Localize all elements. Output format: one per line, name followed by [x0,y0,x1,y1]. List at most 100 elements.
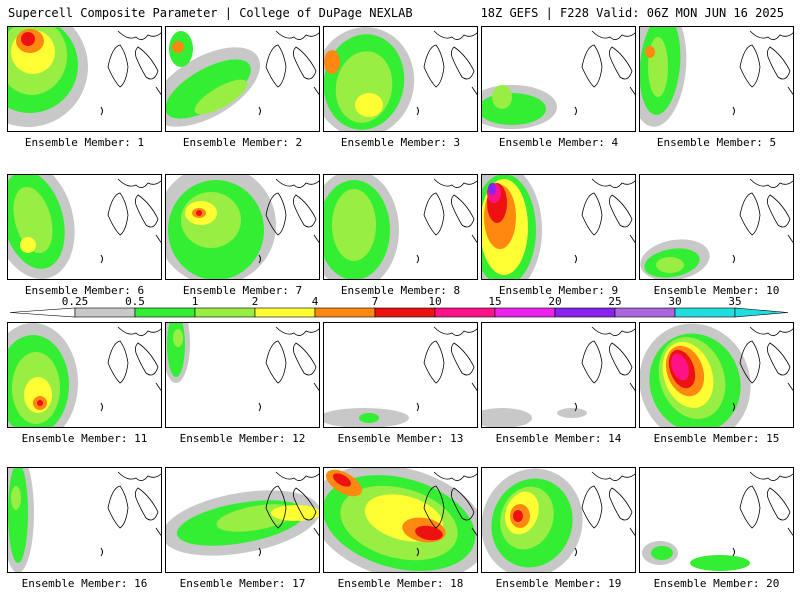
scp-contour [359,413,379,423]
coastline-outline [787,86,793,95]
scp-field [166,323,319,412]
coastline-outline [423,485,445,529]
lake-marker [732,402,735,412]
panel-caption: Ensemble Member: 10 [653,284,780,297]
coastline-outline [591,471,635,481]
coastline-outline [155,527,161,536]
coastline-outline [787,234,793,243]
coastline-outline [471,527,477,536]
forecast-map [165,174,320,280]
panel-caption: Ensemble Member: 20 [653,577,780,590]
scp-field [166,471,319,557]
forecast-map [639,467,794,573]
coastline-outline [450,46,475,80]
scp-contour [482,408,532,427]
ensemble-panel: Ensemble Member: 1 [7,26,162,149]
colorbar-tick-label: 15 [488,296,501,308]
forecast-map [7,467,162,573]
coastline-outline [117,471,161,481]
scp-contour [415,525,443,541]
coastline-outline [471,86,477,95]
ensemble-panel: Ensemble Member: 20 [639,467,794,590]
panel-caption: Ensemble Member: 6 [24,284,145,297]
scp-field [166,175,319,279]
coastline-outline [313,527,319,536]
coastline-outline [766,487,791,521]
coastline-outline [581,485,603,529]
scp-field [482,30,635,129]
coastline-outline [292,342,317,376]
coastline-outline [107,192,129,236]
scp-field [482,175,635,279]
scp-contour [492,85,512,109]
scp-field [8,468,161,572]
scp-field [324,27,477,131]
forecast-map [639,322,794,428]
forecast-map [7,26,162,132]
coastline-outline [629,86,635,95]
scp-contour [11,486,21,510]
panel-caption: Ensemble Member: 19 [495,577,622,590]
coastline-outline [265,44,287,88]
forecast-map [481,467,636,573]
ensemble-panel: Ensemble Member: 15 [639,322,794,445]
panel-caption: Ensemble Member: 11 [21,432,148,445]
coastline-outline [739,44,761,88]
lake-marker [416,402,419,412]
coastline-outline [134,194,159,228]
colorbar-tick-label: 0.5 [125,296,145,308]
coastline-outline [581,44,603,88]
coastline-outline [591,30,635,40]
lake-marker [732,106,735,116]
coastline-outline [155,234,161,243]
coastline-outline [107,44,129,88]
forecast-map [481,322,636,428]
lake-marker [100,254,103,264]
colorbar-segment [374,307,436,318]
coastline-outline [107,485,129,529]
colorbar-segment [134,307,196,318]
ensemble-panel: Ensemble Member: 18 [323,467,478,590]
coastline-outline [766,342,791,376]
colorbar-segment [674,307,736,318]
ensemble-panel: Ensemble Member: 12 [165,322,320,445]
coastline-outline [134,487,159,521]
coastline-outline [265,340,287,384]
coastline-outline [608,194,633,228]
colorbar-tick-label: 0.25 [62,296,89,308]
forecast-map [7,322,162,428]
coastline-outline [433,30,477,40]
colorbar-low-arrow [10,307,76,318]
scp-contour [690,555,750,571]
lake-marker [416,547,419,557]
colorbar-tick-label: 20 [548,296,561,308]
colorbar-high-arrow [734,307,789,318]
lake-marker [416,254,419,264]
scp-contour [488,183,496,195]
forecast-map [323,26,478,132]
coastline-outline [433,326,477,336]
colorbar-tick-label: 1 [192,296,199,308]
coastline-outline [134,46,159,80]
coastline-outline [313,234,319,243]
ensemble-panel: Ensemble Member: 5 [639,26,794,149]
coastline-outline [749,326,793,336]
colorbar-segment [554,307,616,318]
scp-contour [557,408,587,418]
scp-contour [271,505,319,521]
coastline-outline [292,46,317,80]
panel-caption: Ensemble Member: 12 [179,432,306,445]
forecast-map [639,174,794,280]
coastline-outline [155,382,161,391]
scp-contour [332,189,376,261]
coastline-outline [450,487,475,521]
ensemble-panel: Ensemble Member: 14 [481,322,636,445]
scp-contour [196,210,202,216]
colorbar-tick-label: 35 [728,296,741,308]
lake-marker [416,106,419,116]
forecast-map [481,26,636,132]
lake-marker [100,402,103,412]
coastline-outline [313,86,319,95]
coastline-outline [275,30,319,40]
coastline-outline [471,382,477,391]
